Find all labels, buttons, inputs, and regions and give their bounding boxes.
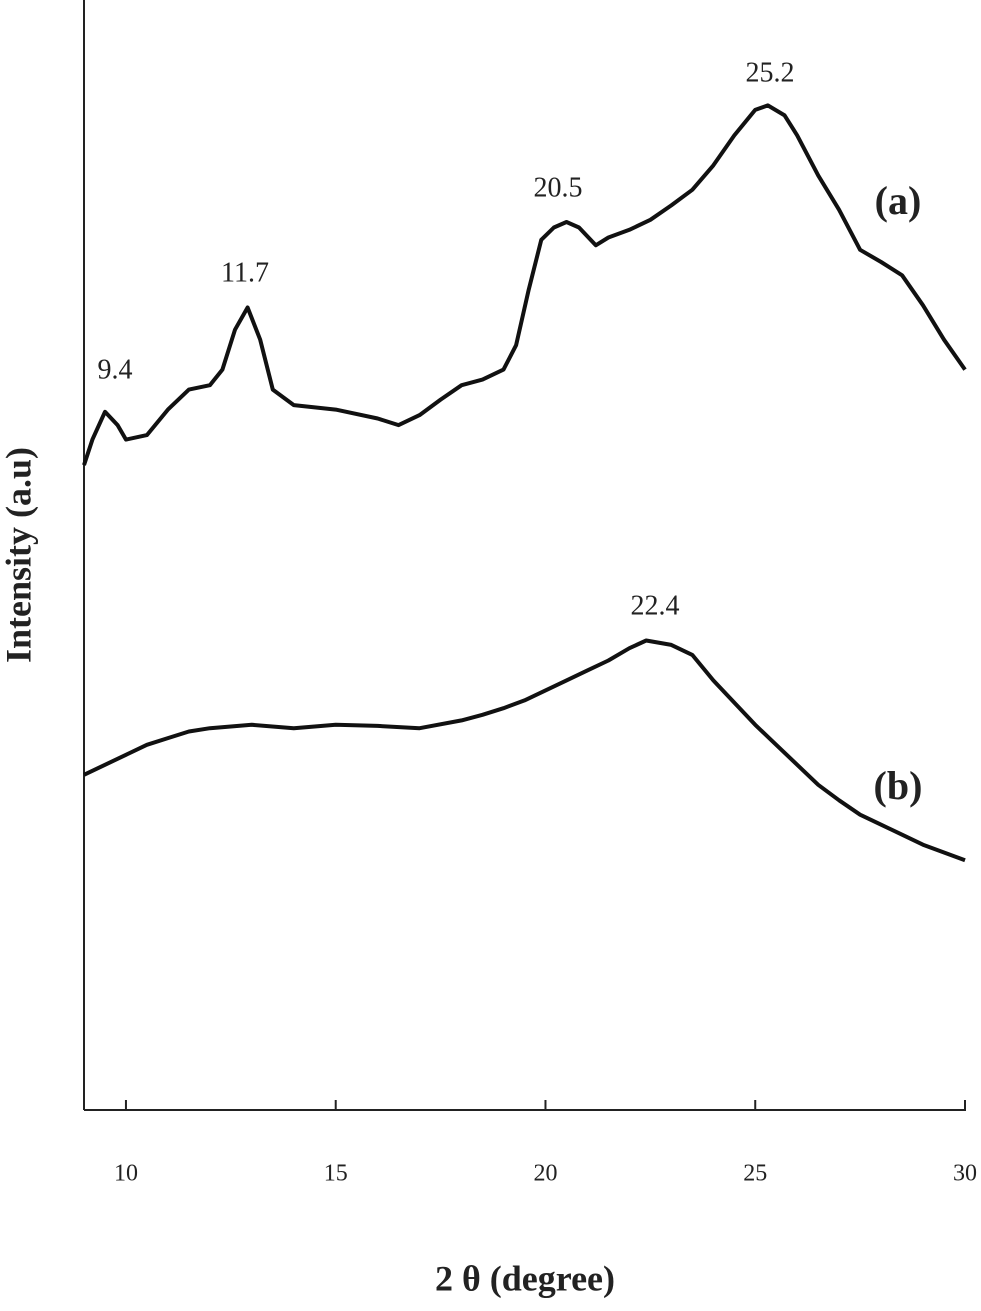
peak-label: 22.4 (631, 590, 680, 621)
y-axis-label: Intensity (a.u) (0, 447, 38, 663)
data-line (82, 103, 967, 466)
x-tick-label: 30 (953, 1161, 977, 1187)
series-label: (a) (875, 178, 922, 223)
data-line (83, 638, 966, 863)
x-tick-label: 10 (114, 1161, 138, 1187)
peak-label: 11.7 (221, 257, 269, 288)
peak-label: 20.5 (534, 172, 583, 203)
x-tick-label: 25 (743, 1161, 767, 1187)
peak-label: 25.2 (746, 57, 795, 88)
x-axis-label: 2 θ (degree) (435, 1258, 615, 1298)
peak-label: 9.4 (98, 354, 133, 385)
series-label: (b) (874, 763, 923, 808)
x-tick-label: 20 (533, 1161, 557, 1187)
x-tick-label: 15 (324, 1161, 348, 1187)
